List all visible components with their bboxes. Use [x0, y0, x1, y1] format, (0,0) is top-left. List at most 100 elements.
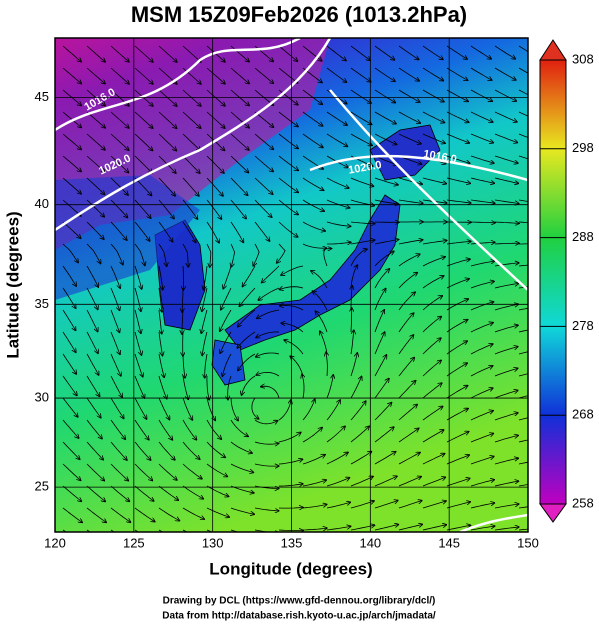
streamline — [446, 111, 469, 122]
streamline — [158, 111, 177, 128]
streamline — [110, 111, 129, 128]
streamline — [254, 442, 279, 444]
streamline — [158, 199, 174, 219]
streamline — [302, 455, 325, 465]
streamline — [422, 67, 443, 81]
streamline — [182, 133, 200, 151]
streamline — [470, 199, 495, 203]
streamline — [350, 330, 354, 355]
streamline — [158, 221, 173, 242]
streamline — [446, 155, 470, 163]
streamline — [302, 374, 304, 399]
streamline — [326, 526, 351, 531]
streamline — [374, 452, 396, 465]
streamline — [281, 323, 304, 333]
streamline — [110, 177, 128, 195]
streamline — [398, 67, 419, 81]
streamline — [374, 133, 397, 145]
streamline — [446, 199, 471, 203]
streamline — [230, 507, 254, 514]
colorbar-tick-label: 278 — [572, 318, 594, 333]
streamline — [62, 353, 76, 374]
streamline — [398, 428, 419, 443]
streamline — [204, 265, 208, 290]
streamline — [374, 310, 384, 333]
colorbar-ticks: 258 268 278 288 298 308 — [540, 51, 594, 510]
streamline — [494, 155, 518, 163]
streamline — [494, 458, 518, 465]
streamline — [422, 430, 444, 443]
streamline — [398, 381, 416, 399]
streamline — [302, 504, 327, 509]
streamline — [230, 397, 238, 421]
streamline — [470, 302, 494, 311]
isobar — [55, 38, 332, 232]
streamline — [230, 67, 249, 84]
colorbar-tick-label: 268 — [572, 407, 594, 422]
streamline — [242, 375, 256, 395]
streamline — [134, 265, 142, 289]
streamline — [158, 177, 175, 196]
streamline — [494, 89, 516, 101]
streamline — [206, 177, 223, 196]
streamline — [350, 67, 371, 82]
streamline — [351, 286, 352, 310]
streamline — [238, 353, 256, 371]
plot-frame — [54, 37, 529, 533]
streamline — [350, 45, 370, 60]
streamline — [237, 331, 256, 348]
credit: Data from http://database.rish.kyoto-u.a… — [162, 611, 436, 622]
streamline — [134, 111, 153, 128]
streamline — [134, 45, 153, 62]
streamline — [470, 222, 495, 223]
streamline — [110, 507, 130, 522]
streamline — [446, 279, 469, 289]
streamline — [110, 67, 129, 84]
streamline — [158, 331, 163, 356]
streamline — [374, 403, 392, 421]
streamline — [494, 413, 518, 421]
streamline — [398, 111, 420, 123]
streamline — [62, 243, 78, 263]
streamline — [446, 386, 468, 399]
streamline — [326, 400, 340, 421]
streamline — [205, 353, 208, 378]
streamline — [86, 287, 98, 309]
streamline — [278, 221, 298, 237]
streamline — [86, 133, 105, 150]
streamline — [470, 503, 494, 509]
streamline — [182, 243, 188, 267]
isobar — [55, 38, 301, 132]
colorbar-tick-label: 298 — [572, 140, 594, 155]
streamline — [86, 265, 98, 287]
streamline — [518, 155, 528, 160]
streamline — [158, 353, 164, 377]
streamline — [230, 155, 248, 173]
streamline — [422, 406, 443, 421]
streamline — [374, 332, 385, 355]
streamline — [494, 390, 518, 399]
streamline — [62, 221, 81, 238]
streamline — [470, 89, 492, 101]
streamline — [182, 287, 183, 312]
streamline — [518, 111, 528, 117]
streamline — [446, 502, 470, 509]
streamline — [251, 397, 259, 419]
streamline — [223, 265, 232, 289]
streamline — [110, 243, 123, 265]
x-tick-label: 150 — [517, 535, 539, 550]
streamline — [134, 441, 151, 460]
streamline — [206, 133, 225, 150]
streamline — [422, 276, 444, 289]
x-tick-label: 145 — [438, 535, 460, 550]
isobar — [329, 89, 528, 291]
streamline — [446, 241, 471, 245]
streamline — [206, 419, 221, 439]
streamline — [351, 308, 352, 333]
streamline — [254, 111, 274, 127]
streamline — [302, 133, 323, 148]
streamline — [422, 89, 444, 102]
streamline — [398, 254, 420, 267]
streamline — [446, 45, 467, 59]
honshu — [224, 194, 401, 351]
